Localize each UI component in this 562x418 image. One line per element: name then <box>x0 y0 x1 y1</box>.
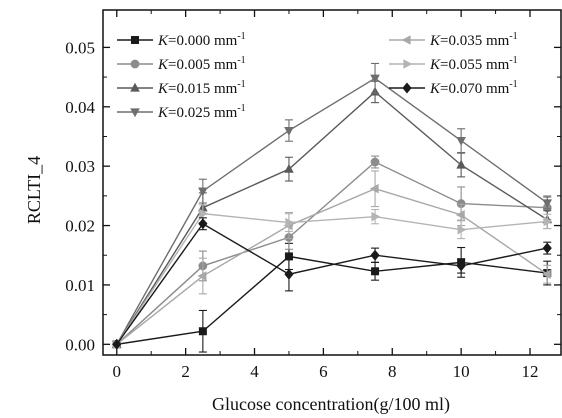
legend-label: K=0.055 mm-1 <box>429 55 518 73</box>
data-point <box>370 157 380 167</box>
data-point <box>456 260 466 272</box>
legend-marker <box>403 59 413 69</box>
x-tick-label: 8 <box>388 362 397 381</box>
series-5 <box>113 204 553 350</box>
data-point <box>456 159 466 169</box>
legend-label: K=0.000 mm-1 <box>157 31 246 49</box>
legend-item-3: K=0.025 mm-1 <box>117 103 246 121</box>
y-tick-label: 0.00 <box>65 335 95 354</box>
x-tick-label: 10 <box>453 362 470 381</box>
legend-item-1: K=0.005 mm-1 <box>117 55 246 73</box>
legend: K=0.000 mm-1 K=0.005 mm-1 K=0.015 mm-1 K=0.… <box>117 31 518 121</box>
y-tick-label: 0.04 <box>65 98 95 117</box>
data-point <box>371 267 380 276</box>
data-point <box>284 268 294 280</box>
y-tick-label: 0.02 <box>65 217 95 236</box>
legend-marker <box>131 36 139 44</box>
legend-item-4: K=0.035 mm-1 <box>389 31 518 49</box>
series-line <box>116 255 548 346</box>
series-2 <box>111 80 553 348</box>
data-point <box>370 249 380 261</box>
series-0 <box>112 242 552 353</box>
plot-frame <box>102 9 562 356</box>
legend-label: K=0.005 mm-1 <box>157 55 246 73</box>
y-tick-label: 0.03 <box>65 157 95 176</box>
data-point <box>284 252 293 261</box>
data-point <box>541 269 551 280</box>
y-tick-label: 0.01 <box>65 276 95 295</box>
x-tick-label: 2 <box>181 362 190 381</box>
data-point <box>543 216 553 227</box>
x-tick-label: 12 <box>522 362 539 381</box>
data-point <box>542 199 553 209</box>
legend-marker <box>130 59 140 69</box>
legend-marker <box>401 35 411 45</box>
series-line <box>116 161 548 345</box>
series-layer <box>111 62 553 353</box>
data-point <box>371 211 381 222</box>
data-point <box>370 74 380 84</box>
data-point <box>285 217 295 228</box>
data-point <box>197 271 207 281</box>
x-tick-label: 6 <box>319 362 328 381</box>
series-6 <box>112 217 552 350</box>
data-point <box>198 218 208 230</box>
legend-label: K=0.070 mm-1 <box>429 79 518 97</box>
plot-area-border <box>102 9 562 356</box>
legend-label: K=0.025 mm-1 <box>157 103 246 121</box>
series-line <box>116 77 548 345</box>
series-line <box>116 187 548 345</box>
data-point <box>198 187 208 197</box>
data-point <box>455 210 465 220</box>
axis-ticks: 0 2 4 6 8 10 12 0.00 0.01 0.02 0.03 0.04 0.05 <box>65 10 561 381</box>
series-1 <box>112 155 552 349</box>
data-point <box>369 183 379 194</box>
data-point <box>284 163 294 173</box>
x-tick-label: 0 <box>113 362 122 381</box>
legend-item-0: K=0.000 mm-1 <box>117 31 246 49</box>
data-point <box>542 242 552 254</box>
data-point <box>456 137 466 146</box>
data-point <box>456 199 466 208</box>
data-point <box>457 224 467 235</box>
x-axis-title: Glucose concentration(g/100 ml) <box>212 394 450 415</box>
data-point <box>112 338 122 350</box>
legend-marker <box>402 82 412 94</box>
series-line <box>116 222 548 345</box>
series-line <box>116 91 548 345</box>
data-point <box>198 327 207 336</box>
legend-marker <box>130 108 140 118</box>
x-tick-label: 4 <box>250 362 259 381</box>
legend-item-5: K=0.055 mm-1 <box>389 55 518 73</box>
series-line <box>116 212 548 345</box>
y-tick-label: 0.05 <box>65 38 95 57</box>
legend-marker <box>130 82 140 92</box>
data-point <box>199 208 209 219</box>
legend-label: K=0.035 mm-1 <box>429 31 518 49</box>
legend-item-2: K=0.015 mm-1 <box>117 79 246 97</box>
data-point <box>284 126 294 136</box>
legend-label: K=0.015 mm-1 <box>157 79 246 97</box>
legend-item-6: K=0.070 mm-1 <box>389 79 518 97</box>
y-axis-title: RCLTI_4 <box>24 156 44 224</box>
